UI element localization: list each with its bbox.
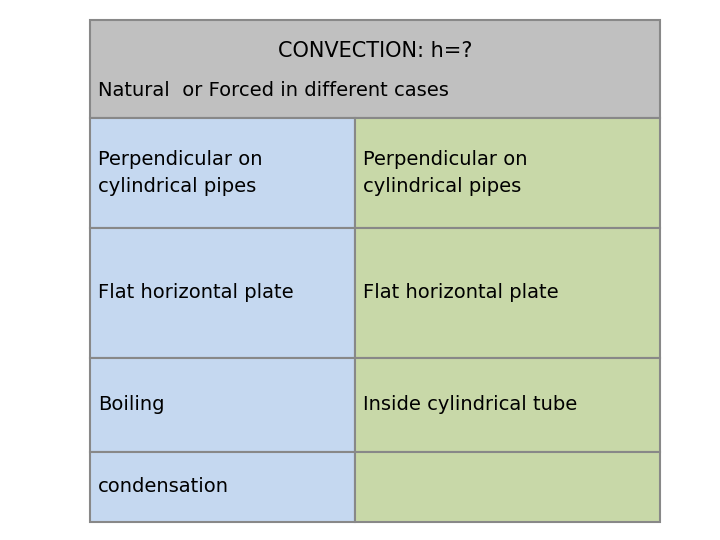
Text: CONVECTION: h=?: CONVECTION: h=? bbox=[278, 42, 472, 62]
Bar bbox=[355, 228, 660, 358]
Bar bbox=[90, 228, 355, 358]
Text: Boiling: Boiling bbox=[98, 395, 164, 415]
Bar bbox=[355, 118, 660, 228]
Text: Flat horizontal plate: Flat horizontal plate bbox=[98, 284, 294, 302]
Bar bbox=[90, 118, 355, 228]
Bar bbox=[355, 358, 660, 452]
Bar bbox=[355, 452, 660, 522]
Text: Natural  or Forced in different cases: Natural or Forced in different cases bbox=[98, 81, 449, 100]
Text: Perpendicular on
cylindrical pipes: Perpendicular on cylindrical pipes bbox=[363, 150, 528, 195]
Bar bbox=[90, 20, 660, 118]
Text: Inside cylindrical tube: Inside cylindrical tube bbox=[363, 395, 577, 415]
Text: Perpendicular on
cylindrical pipes: Perpendicular on cylindrical pipes bbox=[98, 150, 263, 195]
Text: Flat horizontal plate: Flat horizontal plate bbox=[363, 284, 559, 302]
Bar bbox=[90, 452, 355, 522]
Text: condensation: condensation bbox=[98, 477, 229, 496]
Bar bbox=[90, 358, 355, 452]
